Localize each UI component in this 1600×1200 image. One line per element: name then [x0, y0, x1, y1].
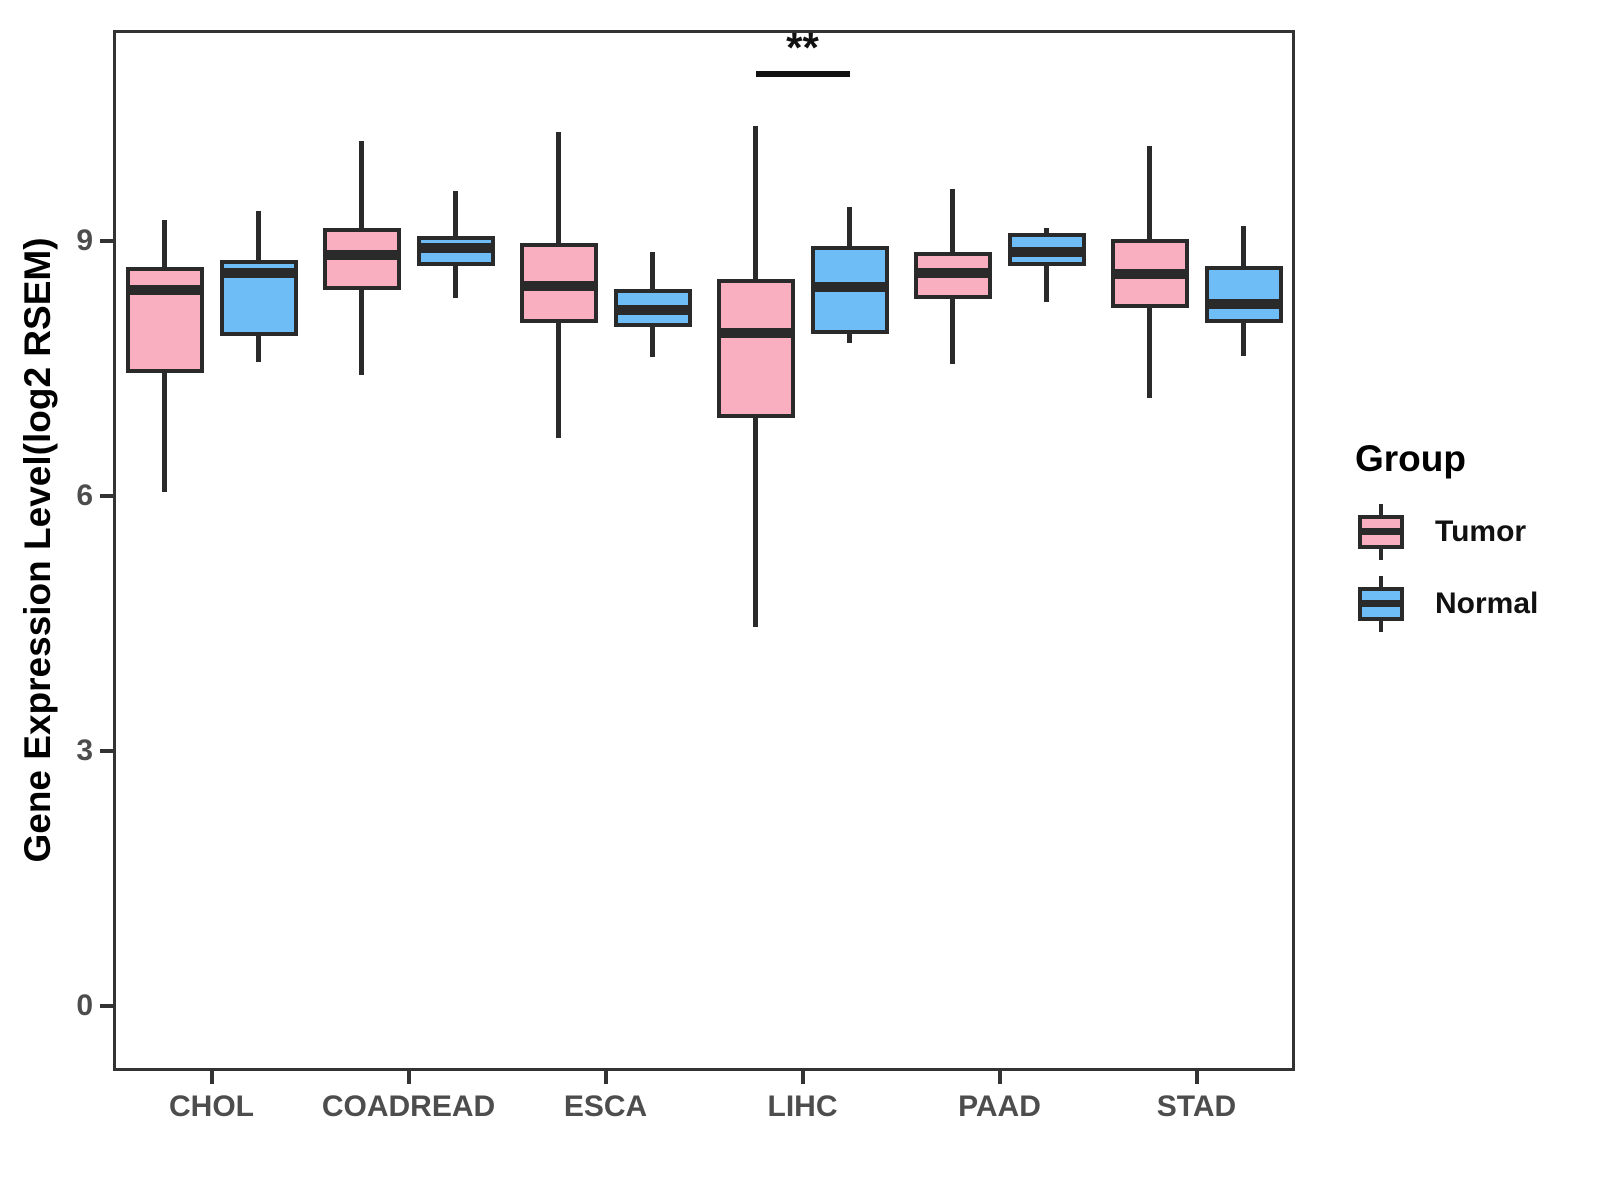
box-CHOL-Tumor — [125, 267, 204, 373]
legend-glyph-part — [1358, 528, 1404, 535]
median-CHOL-Tumor — [125, 285, 204, 296]
y-tick-label: 9 — [76, 224, 93, 257]
y-tick-mark — [100, 239, 113, 243]
x-tick-mark — [209, 1071, 214, 1084]
median-LIHC-Normal — [810, 281, 889, 292]
legend: Group Tumor Normal — [1353, 438, 1538, 648]
y-tick-mark — [100, 749, 113, 753]
box-STAD-Normal — [1204, 265, 1283, 323]
legend-glyph-part — [1379, 621, 1383, 632]
x-tick-mark — [603, 1071, 608, 1084]
significance-label: ** — [786, 24, 819, 71]
median-COADREAD-Tumor — [322, 249, 401, 260]
y-tick-mark — [100, 494, 113, 498]
legend-glyph-part — [1379, 549, 1383, 560]
box-LIHC-Tumor — [716, 279, 795, 418]
x-category-label: STAD — [1156, 1090, 1237, 1123]
median-COADREAD-Normal — [416, 242, 495, 253]
y-tick-label: 3 — [76, 734, 93, 767]
median-PAAD-Tumor — [913, 268, 992, 279]
y-axis-title: Gene Expression Level(log2 RSEM) — [17, 237, 58, 863]
median-ESCA-Normal — [613, 304, 692, 315]
legend-boxplot-icon — [1353, 576, 1409, 632]
legend-items: Tumor Normal — [1353, 504, 1538, 632]
legend-boxplot-icon — [1353, 504, 1409, 560]
x-category-label: PAAD — [958, 1090, 1041, 1123]
x-category-label: CHOL — [169, 1090, 254, 1123]
median-STAD-Normal — [1204, 298, 1283, 309]
median-PAAD-Normal — [1007, 247, 1086, 258]
x-tick-mark — [406, 1071, 411, 1084]
median-ESCA-Tumor — [519, 281, 598, 292]
median-CHOL-Normal — [219, 268, 298, 279]
significance-line — [755, 71, 850, 77]
x-category-label: LIHC — [767, 1090, 838, 1123]
legend-label-normal: Normal — [1435, 587, 1539, 620]
y-tick-label: 0 — [76, 989, 93, 1022]
legend-glyph-part — [1379, 576, 1383, 587]
legend-label-tumor: Tumor — [1435, 515, 1527, 548]
legend-item-normal: Normal — [1353, 576, 1538, 632]
legend-title: Group — [1355, 438, 1466, 479]
median-STAD-Tumor — [1110, 269, 1189, 280]
legend-item-tumor: Tumor — [1353, 504, 1538, 560]
x-category-label: COADREAD — [321, 1090, 496, 1123]
legend-glyph-part — [1358, 600, 1404, 607]
x-category-label: ESCA — [563, 1090, 648, 1123]
x-tick-mark — [1194, 1071, 1199, 1084]
x-tick-mark — [997, 1071, 1002, 1084]
legend-glyph-part — [1379, 504, 1383, 515]
y-tick-label: 6 — [76, 479, 93, 512]
y-tick-mark — [100, 1004, 113, 1008]
median-LIHC-Tumor — [716, 327, 795, 338]
plot-panel — [113, 30, 1295, 1071]
x-tick-mark — [800, 1071, 805, 1084]
